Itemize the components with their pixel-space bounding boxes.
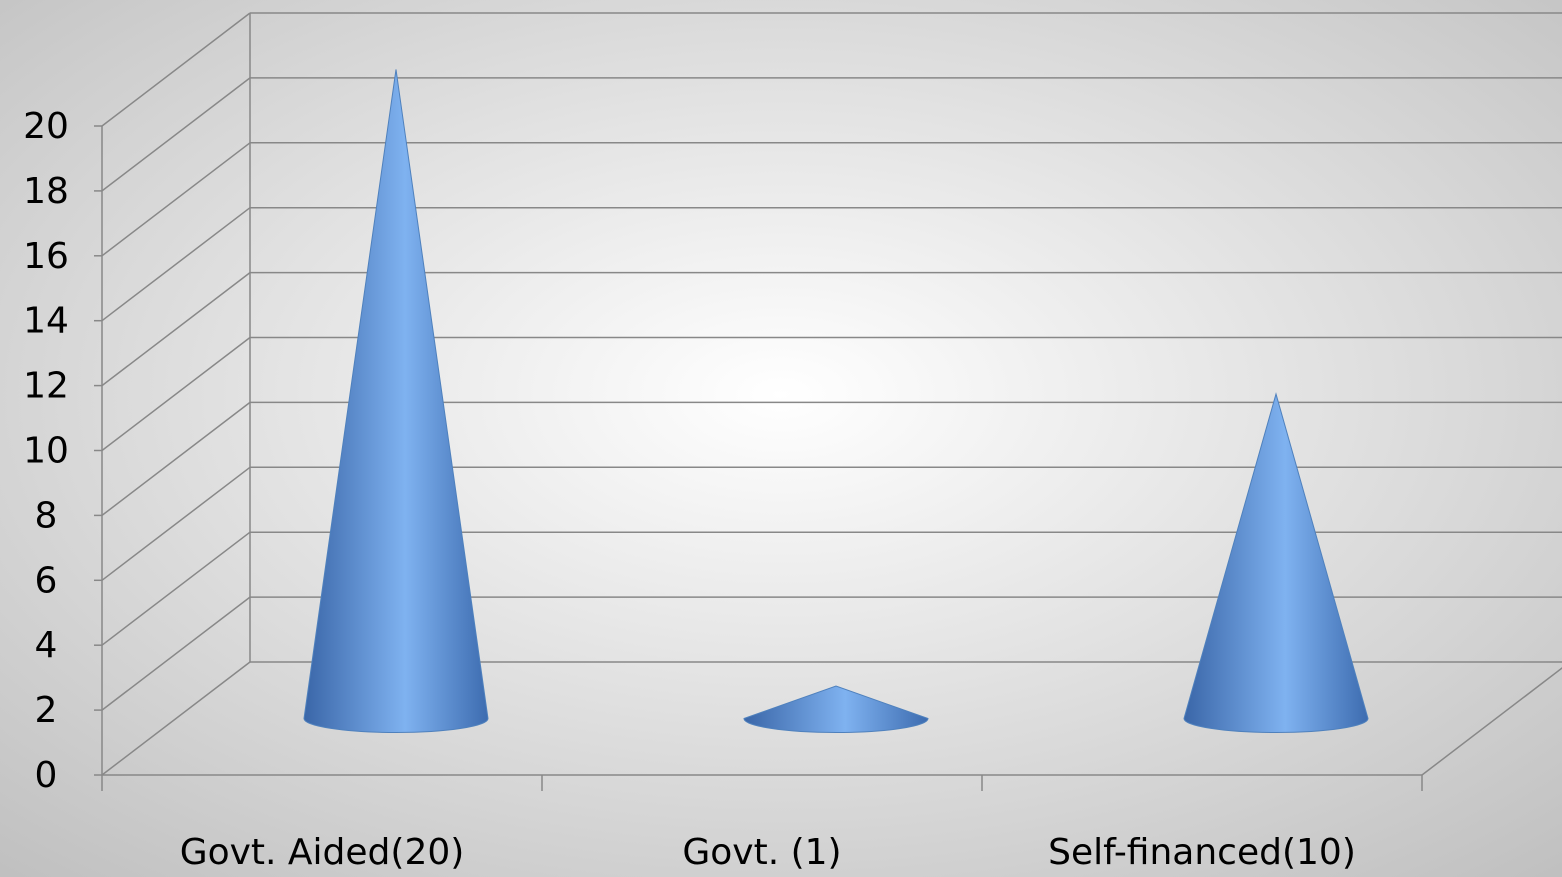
y-tick-label: 12 xyxy=(23,366,69,407)
y-tick-label: 14 xyxy=(23,301,69,342)
side-grid-line xyxy=(101,336,251,452)
side-grid-line xyxy=(101,466,251,581)
y-tick-label: 6 xyxy=(35,560,58,601)
side-grid-line xyxy=(101,531,251,646)
side-grid-line xyxy=(101,401,251,516)
floor-right-edge xyxy=(1421,667,1562,776)
side-grid-line xyxy=(101,12,251,127)
cone xyxy=(1183,392,1369,733)
side-grid-line xyxy=(101,142,251,257)
side-grid-line xyxy=(101,207,251,322)
y-tick-label: 16 xyxy=(23,236,69,277)
side-grid-line xyxy=(101,272,251,387)
side-grid-line xyxy=(101,77,251,192)
cone xyxy=(303,69,489,733)
x-tick-label: Self-financed(10) xyxy=(1048,832,1356,873)
y-tick-label: 20 xyxy=(23,106,69,147)
y-tick-label: 8 xyxy=(35,495,58,536)
side-grid-line xyxy=(101,596,251,711)
y-tick-label: 18 xyxy=(23,171,69,212)
y-tick-label: 10 xyxy=(23,431,69,472)
y-tick-label: 2 xyxy=(35,690,58,731)
y-tick-label: 0 xyxy=(35,755,58,796)
y-tick-label: 4 xyxy=(35,625,58,666)
x-tick-label: Govt. Aided(20) xyxy=(180,832,465,873)
cone xyxy=(743,685,929,733)
x-tick-label: Govt. (1) xyxy=(682,832,841,873)
side-grid-line xyxy=(101,661,251,776)
